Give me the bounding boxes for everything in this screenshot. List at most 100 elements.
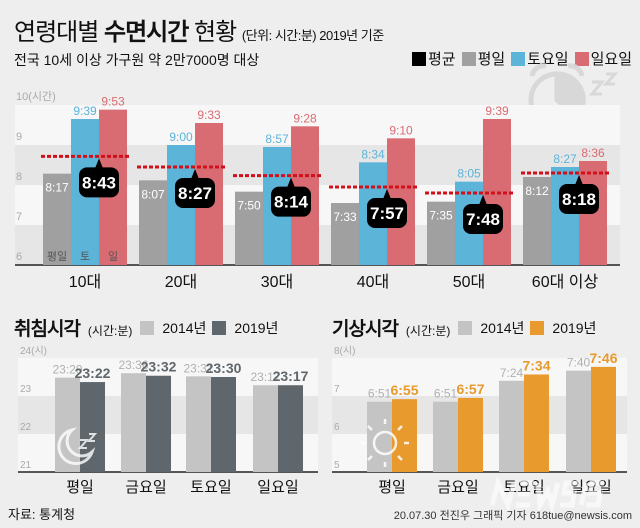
bar-inline-label: 토 bbox=[80, 251, 90, 263]
bedtime-header: 취침시각 (시간:분) 2014년 2019년 bbox=[14, 314, 278, 341]
average-pointer bbox=[95, 158, 103, 169]
bar-2019년 bbox=[80, 382, 105, 472]
bar-value-label: 8:12 bbox=[525, 184, 549, 198]
bar-2014년 bbox=[186, 376, 211, 472]
y-tick-label: 22 bbox=[20, 422, 32, 433]
bar-평일 bbox=[523, 177, 551, 265]
average-badge bbox=[367, 198, 407, 228]
waketime-unit: (시간:분) bbox=[405, 324, 451, 338]
y-tick-label: 9 bbox=[16, 131, 22, 143]
bar-평일 bbox=[43, 173, 71, 265]
category-label: 60대 이상 bbox=[532, 273, 599, 291]
average-value: 8:43 bbox=[82, 173, 116, 192]
bar-value-label: 7:40 bbox=[567, 356, 591, 370]
average-value: 7:57 bbox=[370, 204, 404, 223]
bar-2019년 bbox=[146, 375, 171, 472]
bar-value-label: 7:24 bbox=[500, 366, 524, 380]
bedtime-title: 취침시각 bbox=[14, 319, 81, 340]
main-legend: 평균 평일 토요일 일요일 bbox=[411, 48, 632, 69]
bar-inline-label: 평일 bbox=[47, 249, 67, 263]
bar-value-label: 8:07 bbox=[141, 187, 165, 201]
average-value: 8:14 bbox=[274, 193, 309, 212]
y-tick-label: 8 bbox=[16, 171, 22, 183]
bar-2014년 bbox=[433, 401, 458, 472]
category-label: 10대 bbox=[69, 273, 102, 291]
bar-평일 bbox=[331, 203, 359, 265]
y-tick-label: 5 bbox=[334, 460, 340, 471]
legend-swatch bbox=[574, 52, 589, 66]
average-badge bbox=[79, 167, 119, 198]
bar-value-label: 6:51 bbox=[368, 387, 392, 401]
average-badge bbox=[559, 184, 599, 214]
y-tick-label: 7 bbox=[334, 384, 340, 395]
bar-value-label: 9:39 bbox=[485, 104, 509, 118]
legend-swatch bbox=[511, 52, 526, 66]
page-title: 연령대별 수면시간 현황 (단위: 시간:분) 2019년 기준 bbox=[14, 12, 384, 47]
y-tick-label: 10(시간) bbox=[16, 90, 56, 103]
y-tick-label: 6 bbox=[334, 422, 340, 433]
average-badge bbox=[271, 186, 311, 217]
category-label: 평일 bbox=[66, 479, 94, 496]
y-tick-label: 23 bbox=[20, 384, 32, 395]
category-label: 일요일 bbox=[257, 479, 298, 496]
category-label: 30대 bbox=[261, 273, 294, 291]
bar-2014년 bbox=[499, 380, 524, 472]
bar-value-label: 7:35 bbox=[429, 209, 453, 223]
legend-label: 토요일 bbox=[527, 51, 569, 68]
bar-value-label: 23:17 bbox=[273, 368, 309, 384]
bar-2014년 bbox=[121, 373, 146, 472]
title-part: 현황 bbox=[194, 19, 237, 46]
bar-2014년 bbox=[253, 385, 278, 472]
bar-토요일 bbox=[551, 167, 579, 265]
average-badge bbox=[175, 178, 215, 208]
bar-value-label: 7:46 bbox=[589, 350, 617, 366]
category-label: 50대 bbox=[453, 273, 486, 291]
watermark-logo bbox=[489, 475, 604, 515]
moon-sleep-icon bbox=[57, 427, 98, 466]
waketime-title: 기상시각 bbox=[332, 319, 399, 340]
sun-icon bbox=[361, 419, 409, 467]
y-tick-label: 24(시) bbox=[20, 345, 47, 357]
bar-value-label: 23:32 bbox=[141, 359, 177, 375]
bar-value-label: 9:53 bbox=[101, 95, 125, 109]
bar-평일 bbox=[235, 191, 263, 265]
bar-2019년 bbox=[524, 374, 549, 472]
average-pointer bbox=[479, 195, 487, 205]
bar-value-label: 8:57 bbox=[265, 132, 289, 146]
bar-value-label: 6:51 bbox=[434, 387, 458, 401]
waketime-header: 기상시각 (시간:분) 2014년 2019년 bbox=[332, 314, 596, 341]
category-label: 40대 bbox=[357, 273, 390, 291]
title-bold: 수면시간 bbox=[104, 19, 189, 46]
subtitle: 전국 10세 이상 가구원 약 2만7000명 대상 bbox=[14, 52, 260, 68]
bar-value-label: 6:55 bbox=[390, 382, 418, 398]
bar-value-label: 7:33 bbox=[333, 210, 357, 224]
average-pointer bbox=[383, 189, 391, 199]
category-label: 토요일 bbox=[190, 479, 231, 496]
bar-value-label: 9:33 bbox=[197, 108, 221, 122]
legend-swatch bbox=[461, 52, 476, 66]
bar-inline-label: 일 bbox=[108, 249, 118, 263]
bedtime-unit: (시간:분) bbox=[87, 324, 133, 338]
bar-value-label: 23:31 bbox=[183, 361, 213, 375]
bar-2014년 bbox=[55, 377, 80, 472]
bar-value-label: 8:36 bbox=[581, 146, 605, 160]
bar-value-label: 8:27 bbox=[553, 152, 577, 166]
bar-value-label: 7:34 bbox=[522, 357, 550, 373]
bar-value-label: 23:17 bbox=[250, 370, 280, 384]
y-tick-label: 7 bbox=[16, 211, 22, 223]
legend-2014: 2014년 bbox=[162, 320, 207, 336]
legend-item: 일요일 bbox=[574, 48, 632, 69]
bar-value-label: 9:10 bbox=[389, 123, 413, 137]
credit: 20.07.30 전진우 그래픽 기자 618tue@newsis.com bbox=[393, 510, 632, 522]
average-badge bbox=[463, 204, 503, 234]
bar-value-label: 23:30 bbox=[206, 360, 242, 376]
bar-value-label: 9:39 bbox=[73, 104, 97, 118]
bar-value-label: 8:34 bbox=[361, 147, 385, 161]
y-tick-label: 21 bbox=[20, 460, 32, 471]
bar-2019년 bbox=[458, 397, 483, 472]
bar-2019년 bbox=[392, 399, 417, 472]
average-pointer bbox=[575, 175, 583, 185]
source: 자료: 통계청 bbox=[8, 507, 76, 522]
bar-value-label: 8:17 bbox=[45, 181, 69, 195]
